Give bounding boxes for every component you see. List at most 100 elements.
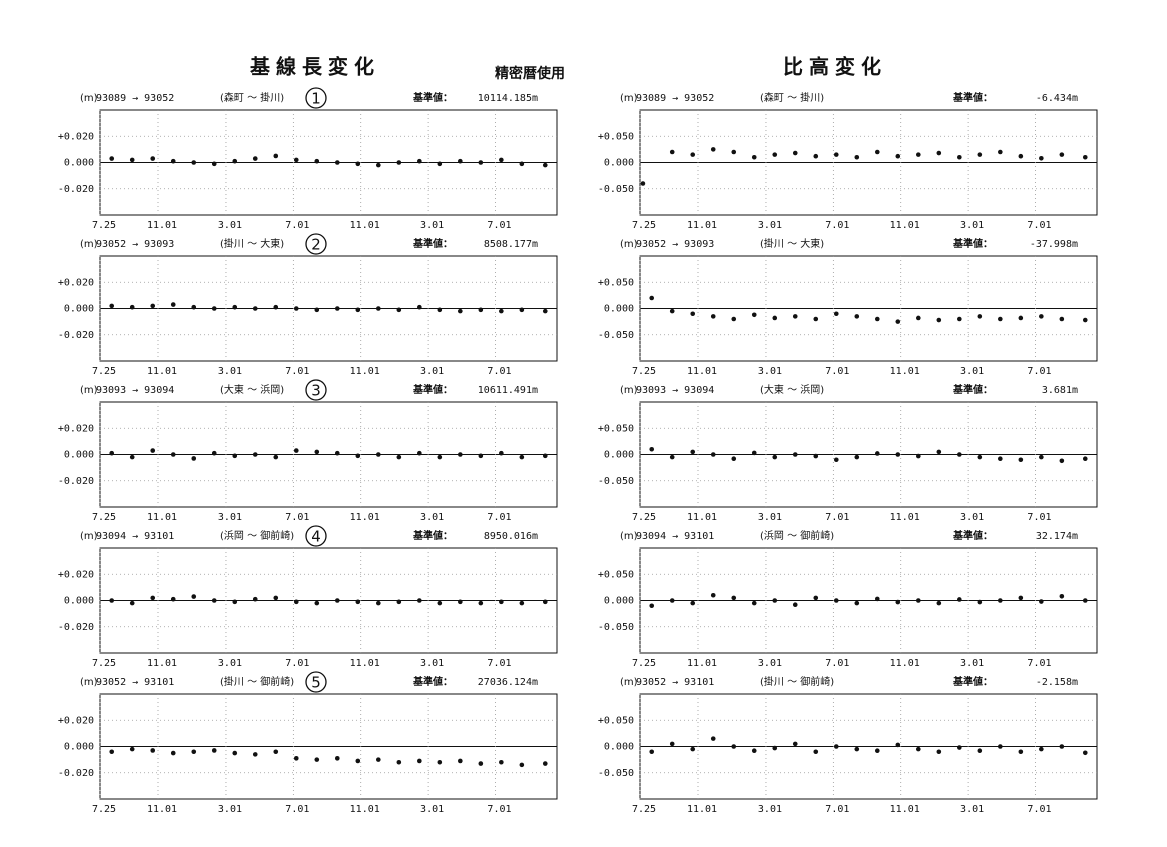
data-point [854,746,860,752]
data-point [772,454,778,460]
data-point [977,748,983,753]
data-point [334,160,340,165]
data-point [690,311,696,317]
data-point [519,454,525,460]
data-point [478,160,484,165]
number-circle [305,233,327,255]
x-tick-label: 7.01 [825,366,849,377]
x-tick-label: 7.25 [92,220,116,231]
data-point [669,308,675,314]
data-point [1059,152,1065,157]
y-tick-label: 0.000 [604,304,634,315]
x-tick-label: 7.01 [1027,804,1051,815]
data-point [977,599,983,605]
x-tick-label: 11.01 [147,220,177,231]
route-label: 93089 → 93052 [636,93,714,104]
data-point [396,307,402,313]
data-point [478,761,484,766]
y-tick-label: 0.000 [604,158,634,169]
y-tick-label: -0.020 [58,476,94,487]
data-point [710,736,716,741]
base-label: 基準値： [952,91,993,104]
data-point [1059,316,1065,322]
x-tick-label: 11.01 [350,658,380,669]
data-point [1082,154,1088,160]
y-tick-label: 0.000 [64,450,94,461]
data-point [669,598,675,603]
x-tick-label: 3.01 [960,804,984,815]
data-point [458,599,463,605]
x-tick-label: 11.01 [687,220,717,231]
data-point [731,149,737,155]
x-tick-label: 3.01 [420,220,444,231]
data-point [129,454,135,460]
data-point [150,448,156,453]
data-point [833,152,839,157]
data-point [150,303,156,309]
data-point [334,450,340,456]
x-tick-label: 7.01 [1027,512,1051,523]
data-point [437,161,443,167]
base-value: 32.174m [1036,531,1078,542]
data-point [542,599,548,605]
data-point [129,746,135,752]
data-point [1082,456,1088,462]
x-tick-label: 7.01 [285,220,309,231]
data-point [649,446,655,452]
x-tick-label: 3.01 [758,512,782,523]
x-tick-label: 7.01 [487,366,511,377]
data-point [252,452,258,457]
places-label: (掛川 ～ 御前崎) [220,675,294,688]
x-tick-label: 7.25 [92,804,116,815]
data-point [957,745,962,750]
places-label: (大東 ～ 浜岡) [220,383,284,396]
data-point [396,599,402,605]
data-point [273,454,279,460]
data-point [458,452,463,457]
y-tick-label: +0.020 [58,423,94,434]
data-point [542,308,548,314]
data-point [129,304,135,310]
data-point [458,308,463,314]
data-point [977,152,983,157]
data-point [731,316,737,322]
data-point [273,153,279,159]
x-tick-label: 7.25 [632,804,656,815]
data-point [710,314,716,319]
base-label: 基準値： [412,91,453,104]
data-point [957,452,962,457]
data-point [252,156,258,161]
data-point [690,600,696,606]
y-tick-label: 0.000 [64,304,94,315]
unit-label: (m) [620,531,638,542]
x-tick-label: 7.25 [92,366,116,377]
data-point [1018,315,1024,321]
route-label: 93093 → 93094 [636,385,714,396]
data-point [170,596,176,602]
x-tick-label: 7.01 [285,366,309,377]
data-point [478,600,484,606]
x-tick-label: 7.01 [285,658,309,669]
x-tick-label: 3.01 [420,804,444,815]
data-point [833,311,839,317]
data-point [170,302,176,307]
data-point [191,456,197,461]
data-point [150,595,156,601]
data-point [833,744,839,749]
data-point [895,742,901,748]
data-point [458,158,463,164]
y-tick-label: 0.000 [64,158,94,169]
data-point [1018,595,1024,601]
y-tick-label: +0.050 [598,715,634,726]
panel-number: 1 [311,90,321,108]
data-point [211,306,217,311]
x-tick-label: 11.01 [890,658,920,669]
base-label: 基準値： [952,383,993,396]
y-tick-label: +0.050 [598,277,634,288]
data-point [998,744,1003,749]
route-label: 93052 → 93093 [96,239,174,250]
y-tick-label: +0.020 [58,131,94,142]
data-point [376,600,381,606]
data-point [499,308,504,314]
data-point [998,598,1003,603]
